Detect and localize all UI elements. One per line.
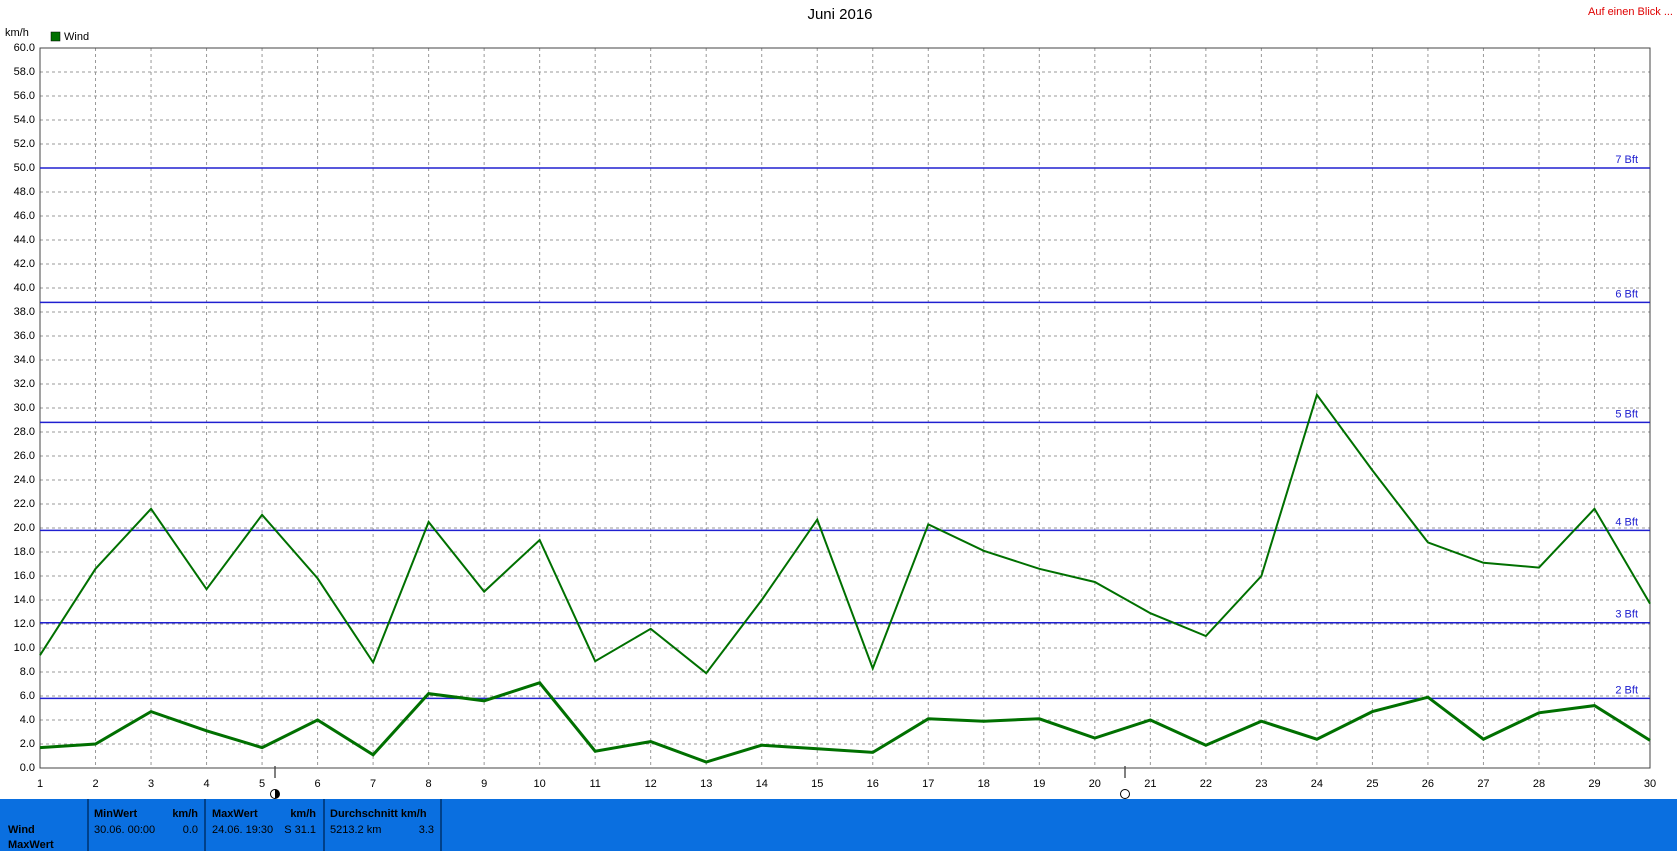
x-tick-label: 19 [1033,778,1045,790]
y-tick-label: 28.0 [14,426,35,438]
x-tick-label: 28 [1533,778,1545,790]
x-tick-label: 23 [1255,778,1267,790]
y-tick-label: 10.0 [14,642,35,654]
x-tick-label: 16 [867,778,879,790]
x-tick-label: 6 [315,778,321,790]
x-tick-label: 30 [1644,778,1656,790]
y-tick-label: 16.0 [14,570,35,582]
reference-label: 6 Bft [1615,288,1638,300]
y-tick-label: 24.0 [14,474,35,486]
stats-text: km/h [290,808,316,820]
y-tick-label: 8.0 [20,666,35,678]
x-tick-label: 9 [481,778,487,790]
legend-swatch [50,31,61,42]
x-tick-label: 4 [203,778,209,790]
series-line [39,681,1651,764]
x-tick-label: 13 [700,778,712,790]
y-tick-label: 0.0 [20,762,35,774]
stats-text: km/h [172,808,198,820]
x-tick-label: 11 [589,778,600,790]
x-tick-label: 27 [1477,778,1489,790]
x-tick-label: 24 [1311,778,1323,790]
reference-label: 2 Bft [1615,684,1638,696]
x-tick-label: 5 [259,778,265,790]
y-tick-label: 12.0 [14,618,35,630]
y-tick-label: 14.0 [14,594,35,606]
y-tick-label: 58.0 [14,66,35,78]
x-tick-label: 14 [756,778,768,790]
y-tick-label: 56.0 [14,90,35,102]
y-tick-label: 46.0 [14,210,35,222]
y-tick-label: 38.0 [14,306,35,318]
y-tick-label: 40.0 [14,282,35,294]
y-tick-label: 54.0 [14,114,35,126]
plot-frame [39,47,1651,769]
x-tick-label: 1 [37,778,43,790]
stats-panel [0,799,1677,851]
x-tick-label: 2 [92,778,98,790]
y-tick-label: 26.0 [14,450,35,462]
stats-text: 5213.2 km [330,824,381,836]
y-axis-label: km/h [5,27,29,39]
y-tick-label: 42.0 [14,258,35,270]
y-tick-label: 20.0 [14,522,35,534]
x-tick-label: 8 [426,778,432,790]
x-tick-label: 12 [645,778,657,790]
x-tick-label: 22 [1200,778,1212,790]
y-tick-label: 50.0 [14,162,35,174]
stats-text: 30.06. 00:00 [94,824,155,836]
y-tick-label: 6.0 [20,690,35,702]
x-tick-label: 17 [922,778,934,790]
y-tick-label: 44.0 [14,234,35,246]
stats-text: MaxWert [212,808,258,820]
y-tick-label: 36.0 [14,330,35,342]
y-tick-label: 4.0 [20,714,35,726]
chart-title: Juni 2016 [807,6,872,23]
y-tick-label: 2.0 [20,738,35,750]
reference-label: 3 Bft [1615,609,1638,621]
series-line [39,392,1651,675]
y-tick-label: 60.0 [14,42,35,54]
y-tick-label: 22.0 [14,498,35,510]
x-tick-label: 10 [534,778,546,790]
x-tick-label: 29 [1588,778,1600,790]
x-tick-label: 3 [148,778,154,790]
y-tick-label: 32.0 [14,378,35,390]
y-tick-label: 18.0 [14,546,35,558]
x-tick-label: 25 [1366,778,1378,790]
stats-text: MaxWert [8,839,54,851]
y-tick-label: 34.0 [14,354,35,366]
legend-label: Wind [64,31,89,43]
x-tick-label: 7 [370,778,376,790]
stats-text: MinWert [94,808,138,820]
x-tick-label: 18 [978,778,990,790]
y-tick-label: 52.0 [14,138,35,150]
y-tick-label: 30.0 [14,402,35,414]
stats-text: Durchschnitt km/h [330,808,427,820]
reference-label: 5 Bft [1615,408,1638,420]
corner-note[interactable]: Auf einen Blick ... [1588,6,1673,18]
y-tick-label: 48.0 [14,186,35,198]
x-tick-label: 21 [1144,778,1156,790]
stats-text: 0.0 [183,824,198,836]
x-tick-label: 15 [811,778,823,790]
stats-text: 24.06. 19:30 [212,824,273,836]
stats-text: S 31.1 [284,824,316,836]
reference-label: 4 Bft [1615,516,1638,528]
stats-text: 3.3 [419,824,434,836]
x-tick-label: 20 [1089,778,1101,790]
moon-icons [270,766,1130,799]
reference-label: 7 Bft [1615,154,1638,166]
x-tick-label: 26 [1422,778,1434,790]
stats-text: Wind [8,824,35,836]
